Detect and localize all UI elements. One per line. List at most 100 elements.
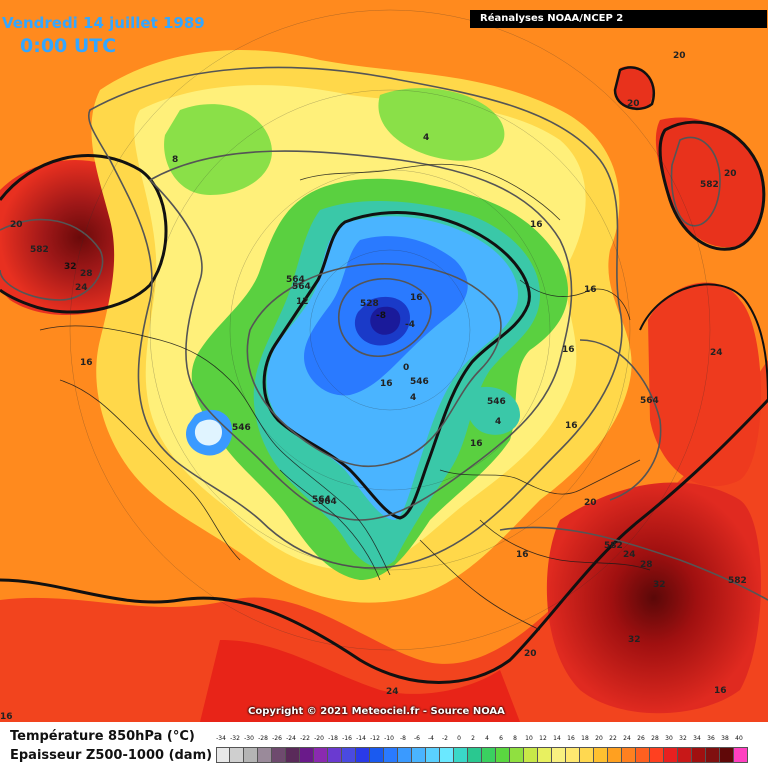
scale-value-label: 30	[665, 735, 673, 742]
scale-value-label: -4	[428, 735, 434, 742]
arctic-thick-contour	[262, 211, 531, 520]
map-date-title: Vendredi 14 juillet 1989	[2, 14, 205, 32]
scale-color-swatch	[272, 747, 286, 763]
temp-label: 0	[403, 363, 410, 373]
temp-label: 24	[75, 283, 88, 293]
scale-color-swatch	[622, 747, 636, 763]
scale-color-swatch	[440, 747, 454, 763]
thickness-label: 582	[728, 576, 747, 586]
scale-color-swatch	[314, 747, 328, 763]
scale-value-label: -10	[384, 735, 394, 742]
scale-value-label: 28	[651, 735, 659, 742]
scale-value-label: 2	[471, 735, 475, 742]
pacific-warm-cell	[655, 117, 765, 248]
scale-color-swatch	[664, 747, 678, 763]
temp-label: 24	[710, 348, 723, 358]
scale-color-swatch	[692, 747, 706, 763]
scale-value-label: 20	[595, 735, 603, 742]
scale-color-swatch	[608, 747, 622, 763]
scale-color-swatch	[328, 747, 342, 763]
scale-color-swatch	[636, 747, 650, 763]
scale-color-swatch	[244, 747, 258, 763]
scale-value-label: -34	[216, 735, 226, 742]
scale-color-swatch	[496, 747, 510, 763]
temp-label: 16	[565, 421, 578, 431]
temp-label: 20	[724, 169, 737, 179]
west-thick-contour	[0, 154, 168, 314]
temp-label: -8	[376, 311, 386, 321]
scale-color-swatch	[538, 747, 552, 763]
scale-value-label: -8	[400, 735, 406, 742]
scale-value-label: 16	[567, 735, 575, 742]
scale-color-swatch	[216, 747, 230, 763]
scale-color-swatch	[650, 747, 664, 763]
temp-label: 4	[410, 393, 417, 403]
temp-label: 16	[584, 285, 597, 295]
temp-label: 16	[530, 220, 543, 230]
scale-color-swatch	[230, 747, 244, 763]
source-label: Réanalyses NOAA/NCEP 2	[470, 10, 767, 28]
temp-label: 4	[423, 133, 430, 143]
thickness-label: 564	[318, 497, 337, 507]
scale-value-label: 22	[609, 735, 617, 742]
scale-color-swatch	[426, 747, 440, 763]
east-warm-zone	[648, 282, 761, 487]
thickness-label: 564	[640, 396, 659, 406]
east-contour	[639, 283, 768, 401]
scale-value-label: 24	[623, 735, 631, 742]
scale-color-swatch	[468, 747, 482, 763]
temp-label: -4	[405, 320, 415, 330]
temp-label: 32	[628, 635, 641, 645]
scale-value-label: 8	[513, 735, 517, 742]
scale-value-label: 38	[721, 735, 729, 742]
temp-label: 20	[673, 51, 686, 61]
scale-value-label: -20	[314, 735, 324, 742]
scale-color-swatch	[384, 747, 398, 763]
scale-color-swatch	[524, 747, 538, 763]
temp-label: 32	[64, 262, 77, 272]
temperature-legend-title: Température 850hPa (°C)	[10, 729, 195, 744]
scale-value-label: 4	[485, 735, 489, 742]
scale-value-label: -24	[286, 735, 296, 742]
scale-color-swatch	[258, 747, 272, 763]
temp-label: 16	[470, 439, 483, 449]
scale-value-label: 0	[457, 735, 461, 742]
scale-value-label: -18	[328, 735, 338, 742]
scale-color-swatch	[356, 747, 370, 763]
temp-label: 16	[0, 712, 13, 722]
temp-label: 12	[296, 297, 309, 307]
scale-color-swatch	[678, 747, 692, 763]
thickness-label: 528	[360, 299, 379, 309]
scale-value-label: 18	[581, 735, 589, 742]
temp-label: 16	[380, 379, 393, 389]
asia-heat-dome	[546, 482, 761, 714]
scale-color-swatch	[566, 747, 580, 763]
scale-color-swatch	[594, 747, 608, 763]
scale-color-swatch	[482, 747, 496, 763]
thickness-label: 546	[232, 423, 251, 433]
green-patch-north	[378, 88, 505, 161]
scale-value-label: -6	[414, 735, 420, 742]
thickness-label: 582	[700, 180, 719, 190]
temp-label: 16	[80, 358, 93, 368]
scale-value-label: 10	[525, 735, 533, 742]
thickness-label: 546	[487, 397, 506, 407]
copyright-text: Copyright © 2021 Meteociel.fr - Source N…	[248, 706, 505, 717]
scale-color-swatch	[412, 747, 426, 763]
pacific-thick-contour	[658, 120, 766, 251]
hudson-core	[194, 419, 222, 446]
scale-color-swatch	[342, 747, 356, 763]
pacific-small-thick-contour	[613, 66, 655, 110]
scale-color-swatch	[552, 747, 566, 763]
scale-value-label: 14	[553, 735, 561, 742]
temp-label: 16	[714, 686, 727, 696]
arctic-coldest-core	[370, 306, 401, 335]
scale-color-swatch	[734, 747, 748, 763]
thickness-label: 564	[286, 275, 305, 285]
thickness-label: 564	[292, 282, 311, 292]
temp-label: 20	[524, 649, 537, 659]
thickness-legend-title: Epaisseur Z500-1000 (dam)	[10, 748, 213, 763]
scale-color-swatch	[510, 747, 524, 763]
thickness-contours	[0, 66, 768, 601]
scale-value-label: -32	[230, 735, 240, 742]
